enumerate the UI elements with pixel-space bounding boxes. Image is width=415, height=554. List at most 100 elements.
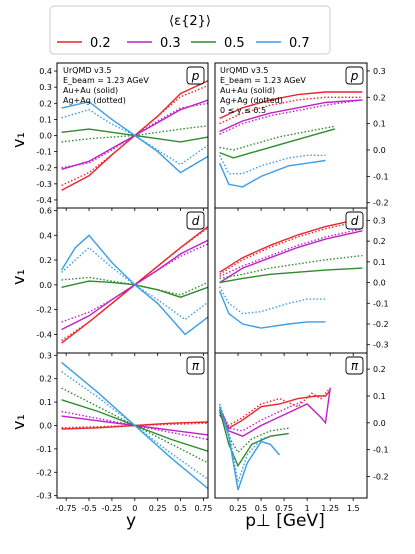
series-line-0.3-Ag+Ag xyxy=(219,228,363,278)
info-left-line-1: E_beam = 1.23 AGeV xyxy=(63,76,149,85)
series-line-0.3-Ag+Ag xyxy=(61,243,208,323)
series-line-0.5-Au+Au xyxy=(219,128,335,159)
xtick-label: 0.5 xyxy=(255,504,268,513)
panel-deuteron-v1-vs-y: -0.4 -0.2 0.0 0.2 0.4 0.6 d xyxy=(36,206,209,356)
xtick-label: 0.75 xyxy=(275,504,293,513)
ytick-label: 0.1 xyxy=(373,120,386,129)
series-line-0.5-Ag+Ag xyxy=(218,403,289,454)
series-line-0.2-Au+Au xyxy=(219,91,363,120)
series-line-0.7-Au+Au xyxy=(218,406,281,491)
ytick-label: -0.1 xyxy=(373,172,389,181)
series-line-0.3-Ag+Ag xyxy=(218,400,303,432)
xtick-label: 1.25 xyxy=(321,504,339,513)
ytick-label: -0.3 xyxy=(36,492,52,501)
ytick-label: 0.2 xyxy=(373,93,386,102)
legend-label-0.5: 0.5 xyxy=(224,36,245,51)
ytick-label: -0.2 xyxy=(36,164,52,173)
legend-entry-3: 0.7 xyxy=(256,36,310,51)
xtick-label: 0.25 xyxy=(229,504,247,513)
series-line-0.7-Au+Au xyxy=(61,234,208,336)
panel-proton-v1-vs-pt: -0.2 -0.1 0.0 0.1 0.2 0.3 p xyxy=(214,62,389,211)
ytick-label: 0.3 xyxy=(39,83,52,92)
ytick-label: -0.2 xyxy=(373,199,389,208)
series-line-0.5-Au+Au xyxy=(218,409,289,468)
series-line-0.3-Ag+Ag xyxy=(219,99,363,135)
series-line-0.5-Ag+Ag xyxy=(61,125,208,143)
info-right: UrQMD v3.5 E_beam = 1.23 AGeV Au+Au (sol… xyxy=(220,66,306,115)
info-right-line-1: E_beam = 1.23 AGeV xyxy=(220,76,306,85)
info-right-line-3: Ag+Ag (dotted) xyxy=(220,96,283,105)
xtick-label: -0.25 xyxy=(102,504,123,513)
particle-badge xyxy=(186,356,205,375)
series-group xyxy=(218,217,363,329)
xtick-label: 1 xyxy=(305,504,310,513)
info-right-line-2: Au+Au (solid) xyxy=(220,86,275,95)
xtick-label: 1.5 xyxy=(347,504,360,513)
panel-pion-v1-vs-pt: -0.2 -0.1 0.0 0.1 0.2 0.25 0.5 0.75 1 1.25 1.5 π xyxy=(214,352,389,513)
legend-title: ⟨ε{2}⟩ xyxy=(169,14,211,29)
legend-label-0.7: 0.7 xyxy=(289,36,310,51)
ylabel-row-pi: v₁ xyxy=(9,414,28,430)
particle-label: p xyxy=(191,69,200,83)
info-right-line-0: UrQMD v3.5 xyxy=(220,66,269,75)
info-left-line-2: Au+Au (solid) xyxy=(63,86,118,95)
particle-badge xyxy=(186,211,205,230)
info-left: UrQMD v3.5 E_beam = 1.23 AGeV Au+Au (sol… xyxy=(63,66,149,105)
series-group xyxy=(61,80,208,191)
legend-label-0.3: 0.3 xyxy=(160,36,181,51)
ytick-label: 0.4 xyxy=(39,67,52,76)
ytick-label: 0.3 xyxy=(373,67,386,76)
particle-label: p xyxy=(350,69,359,83)
ytick-label: 0.0 xyxy=(373,146,386,155)
series-group xyxy=(218,91,363,188)
particle-label: d xyxy=(192,214,200,228)
ytick-label: -0.1 xyxy=(36,148,52,157)
ytick-label: -0.4 xyxy=(36,330,52,339)
ytick-label: 0.2 xyxy=(373,365,386,374)
legend: ⟨ε{2}⟩ 0.2 0.3 0.5 0.7 xyxy=(49,5,331,55)
ytick-label: 0.0 xyxy=(39,132,52,141)
series-line-0.7-Ag+Ag xyxy=(61,108,208,166)
series-line-0.7-Au+Au xyxy=(61,361,208,490)
series-line-0.7-Ag+Ag xyxy=(61,371,208,480)
ytick-label: -0.4 xyxy=(36,196,52,205)
series-line-0.2-Ag+Ag xyxy=(218,387,331,427)
series-line-0.7-Ag+Ag xyxy=(218,286,326,315)
ytick-label: -0.2 xyxy=(373,473,389,482)
series-line-0.2-Ag+Ag xyxy=(219,96,363,125)
ytick-label: 0.0 xyxy=(373,419,386,428)
panel-pion-v1-vs-y: -0.3 -0.2 -0.1 0.0 0.1 0.2 0.3 -0.75 -0.5 -0.25 0 0… xyxy=(36,351,212,513)
ytick-label: 0.3 xyxy=(39,351,52,360)
ytick-label: 0.1 xyxy=(39,398,52,407)
particle-badge xyxy=(345,66,364,85)
ytick-label: -0.2 xyxy=(373,320,389,329)
legend-label-0.2: 0.2 xyxy=(90,36,111,51)
ylabel-row-d: v₁ xyxy=(9,269,28,285)
series-group xyxy=(218,387,331,491)
ytick-label: -0.1 xyxy=(373,299,389,308)
particle-badge xyxy=(345,211,364,230)
ytick-label: 0.2 xyxy=(39,375,52,384)
ytick-label: 0.2 xyxy=(39,99,52,108)
ytick-label: 0.1 xyxy=(373,258,386,267)
series-group xyxy=(61,361,208,490)
ytick-label: -0.3 xyxy=(373,341,389,350)
xtick-label: 0.75 xyxy=(195,504,213,513)
series-group xyxy=(61,226,208,344)
ylabel-row-p: v₁ xyxy=(9,132,28,148)
ytick-label: -0.1 xyxy=(373,446,389,455)
series-line-0.7-Au+Au xyxy=(61,100,208,174)
ytick-label: 0.0 xyxy=(373,279,386,288)
ytick-label: -0.2 xyxy=(36,306,52,315)
series-line-0.7-Ag+Ag xyxy=(218,154,326,175)
series-line-0.7-Ag+Ag xyxy=(61,246,208,321)
series-line-0.2-Au+Au xyxy=(219,390,331,430)
panel-frame xyxy=(56,207,209,354)
series-line-0.3-Au+Au xyxy=(219,99,363,133)
xtick-label: 0 xyxy=(132,504,137,513)
series-line-0.7-Au+Au xyxy=(218,159,326,188)
ytick-label: -0.3 xyxy=(36,180,52,189)
particle-label: π xyxy=(351,359,359,373)
series-line-0.7-Au+Au xyxy=(218,290,326,329)
